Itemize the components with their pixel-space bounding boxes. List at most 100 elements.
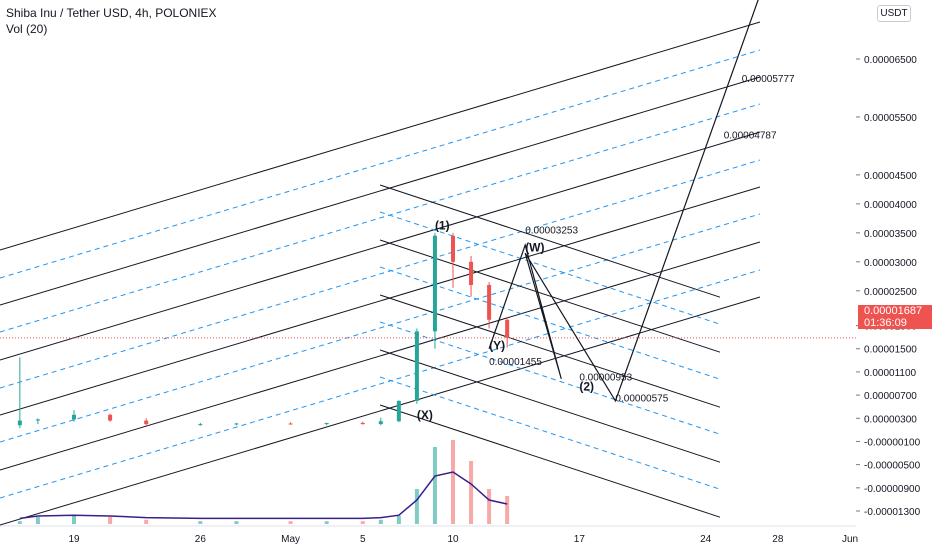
elliott-projection-path xyxy=(488,0,759,403)
volume-bar xyxy=(505,496,510,524)
candle-body xyxy=(234,423,239,425)
volume-bar xyxy=(396,515,401,524)
candle-body xyxy=(72,414,76,420)
price-level-label: 0.00005777 xyxy=(742,74,795,85)
price-tick-label: 0.00005500 xyxy=(864,113,917,124)
chart-title: Shiba Inu / Tether USD, 4h, POLONIEX xyxy=(6,6,217,20)
candle-body xyxy=(505,319,510,338)
fork-line xyxy=(0,241,761,471)
candle-body xyxy=(198,424,203,426)
volume-bar xyxy=(414,489,419,524)
bar-countdown: 01:36:09 xyxy=(864,317,907,329)
candle-body xyxy=(360,422,365,425)
price-tick-label: 0.00004500 xyxy=(864,171,917,182)
candle-body xyxy=(35,419,40,421)
price-tick-label: 0.00000700 xyxy=(864,391,917,402)
fork-dashed-line xyxy=(0,269,761,499)
wave-label: (X) xyxy=(417,408,433,422)
price-tick-label: 0.00003500 xyxy=(864,229,917,240)
volume-bar xyxy=(487,489,492,524)
wave-label: (Y) xyxy=(489,338,505,352)
fork-dashed-line xyxy=(0,49,761,279)
time-tick-label: 24 xyxy=(700,534,712,545)
price-level-label: 0.00000953 xyxy=(579,373,632,384)
wave-label: (2) xyxy=(579,379,594,393)
time-tick-label: 26 xyxy=(195,534,207,545)
volume-bar xyxy=(288,521,293,524)
price-tick-label: 0.00002500 xyxy=(864,287,917,298)
currency-badge[interactable]: USDT xyxy=(877,5,911,22)
down-channel-dashed-line xyxy=(379,321,721,435)
volume-bar xyxy=(324,521,329,524)
down-channel-line xyxy=(379,349,721,463)
time-tick-label: May xyxy=(281,534,300,545)
candle-body xyxy=(469,261,474,285)
price-tick-label: 0.00003000 xyxy=(864,258,917,269)
price-tick-label: -0.00001300 xyxy=(864,507,921,518)
price-tick-label: 0.00001500 xyxy=(864,345,917,356)
fork-dashed-line xyxy=(0,213,761,443)
price-level-label: 0.00004787 xyxy=(724,130,777,141)
down-channel-dashed-line xyxy=(379,266,721,380)
candle-body xyxy=(451,235,455,262)
time-tick-label: Jun xyxy=(842,534,858,545)
volume-bar xyxy=(108,517,113,524)
down-channel-line xyxy=(379,404,721,518)
candle-body xyxy=(432,235,437,332)
down-channel-line xyxy=(379,184,721,298)
candle-body xyxy=(17,420,22,426)
price-tick-label: 0.00001100 xyxy=(864,368,917,379)
candle-body xyxy=(396,400,401,422)
last-price-tag: 0.00001687 01:36:09 xyxy=(858,305,932,329)
candle-body xyxy=(288,423,293,425)
price-tick-label: 0.00004000 xyxy=(864,200,917,211)
fork-line xyxy=(0,296,761,526)
fork-line xyxy=(0,76,761,306)
volume-bar xyxy=(198,521,203,524)
wave-label: (1) xyxy=(435,218,450,232)
price-level-label: 0.00000575 xyxy=(615,393,668,404)
candle-body xyxy=(378,421,383,425)
volume-bar xyxy=(432,447,437,524)
fork-line xyxy=(0,186,761,416)
candle-body xyxy=(144,420,149,425)
fork-line xyxy=(0,131,761,361)
candle-body xyxy=(108,414,113,421)
time-tick-label: 19 xyxy=(68,534,80,545)
fork-line xyxy=(0,21,761,251)
volume-bar xyxy=(378,519,383,524)
volume-bar xyxy=(234,521,239,524)
time-tick-label: 17 xyxy=(574,534,586,545)
time-tick-label: 5 xyxy=(360,534,366,545)
volume-indicator-label[interactable]: Vol (20) xyxy=(6,22,48,36)
fork-dashed-line xyxy=(0,103,761,333)
volume-bar xyxy=(17,521,22,524)
last-price-value: 0.00001687 xyxy=(864,305,923,317)
volume-bar xyxy=(360,521,365,524)
volume-bar xyxy=(451,440,455,524)
price-tick-label: 0.00006500 xyxy=(864,55,917,66)
down-channel-dashed-line xyxy=(379,376,721,490)
candle-body xyxy=(414,331,419,401)
wave-label: (W) xyxy=(525,240,544,254)
volume-bar xyxy=(35,517,40,524)
volume-bar xyxy=(469,461,474,524)
down-channel-line xyxy=(379,294,721,408)
price-tick-label: 0.00000300 xyxy=(864,414,917,425)
price-level-label: 0.00003253 xyxy=(525,225,578,236)
volume-bar xyxy=(144,519,149,524)
price-tick-label: -0.00000500 xyxy=(864,461,921,472)
candle-body xyxy=(324,422,329,425)
fork-dashed-line xyxy=(0,159,761,389)
drawing-tools xyxy=(0,21,761,526)
price-tick-label: -0.00000100 xyxy=(864,437,921,448)
volume-bar xyxy=(72,515,76,524)
time-tick-label: 28 xyxy=(772,534,784,545)
down-channel-dashed-line xyxy=(379,211,721,325)
price-axis-bg xyxy=(856,0,932,550)
volume-ma-line xyxy=(19,471,508,520)
candle-body xyxy=(487,285,492,320)
price-level-label: 0.00001455 xyxy=(489,357,542,368)
